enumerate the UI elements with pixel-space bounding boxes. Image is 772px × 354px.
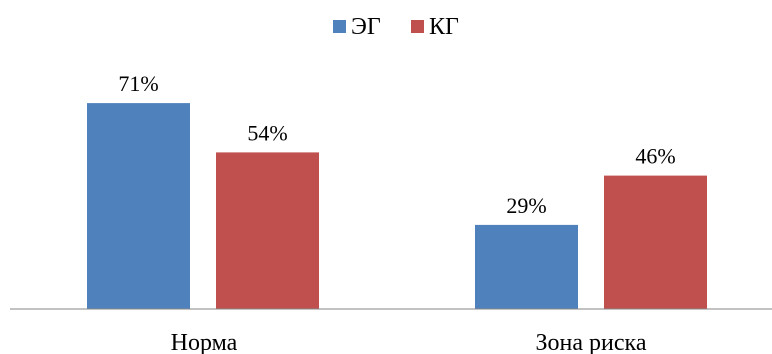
legend: ЭГ КГ	[333, 14, 459, 40]
legend-label: КГ	[429, 14, 459, 40]
legend-swatch	[411, 20, 424, 33]
data-label: 71%	[118, 71, 158, 96]
data-label: 29%	[506, 193, 546, 218]
data-label: 54%	[247, 120, 287, 145]
legend-swatch	[333, 20, 346, 33]
bar-eg-0	[87, 103, 190, 309]
category-label: Зона риска	[536, 330, 647, 354]
data-label: 46%	[635, 144, 675, 169]
bar-eg-1	[475, 224, 578, 309]
category-label: Норма	[171, 330, 238, 354]
category-labels-group: Норма Зона риска	[171, 330, 647, 354]
bar-kg-1	[604, 175, 707, 309]
data-labels-group: 71% 29% 54% 46%	[118, 71, 675, 218]
legend-label: ЭГ	[351, 14, 381, 40]
bars-group	[87, 103, 707, 309]
bar-kg-0	[216, 152, 319, 309]
